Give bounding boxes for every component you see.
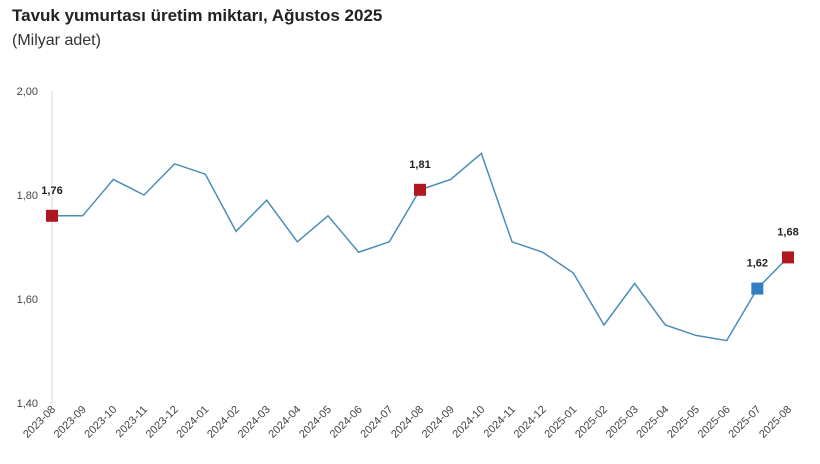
chart-title: Tavuk yumurtası üretim miktarı, Ağustos …	[12, 6, 383, 25]
series-line	[52, 152, 789, 342]
x-tick-label: 2023-11	[114, 404, 150, 440]
x-tick-label: 2025-03	[604, 404, 641, 441]
x-tick-label: 2023-10	[82, 404, 119, 441]
x-tick-label: 2023-12	[144, 404, 181, 441]
x-tick-label: 2025-01	[542, 404, 579, 441]
x-tick-label: 2024-03	[236, 404, 273, 441]
x-tick-label: 2024-11	[482, 404, 518, 440]
y-tick-label: 1,60	[17, 294, 38, 306]
x-tick-label: 2024-09	[420, 404, 457, 441]
x-tick-label: 2025-04	[634, 404, 671, 441]
chart-subtitle: (Milyar adet)	[12, 32, 101, 49]
x-tick-label: 2024-05	[297, 404, 334, 441]
highlight-marker	[414, 183, 426, 196]
y-tick-label: 2,00	[17, 86, 38, 98]
x-tick-label: 2023-09	[52, 404, 89, 441]
x-tick-label: 2024-04	[266, 404, 303, 441]
x-tick-label: 2025-08	[757, 404, 794, 441]
highlight-marker	[782, 251, 794, 264]
y-tick-label: 1,40	[17, 398, 38, 410]
x-tick-label: 2025-06	[696, 404, 733, 441]
x-tick-label: 2024-07	[358, 404, 395, 441]
data-label: 1,68	[777, 226, 798, 238]
y-tick-label: 1,80	[17, 190, 38, 202]
x-tick-label: 2024-06	[328, 404, 365, 441]
highlight-marker	[751, 282, 764, 295]
x-tick-label: 2024-02	[205, 404, 242, 441]
x-tick-label: 2024-12	[512, 404, 549, 441]
x-tick-label: 2024-08	[389, 404, 426, 441]
x-tick-label: 2024-10	[450, 404, 487, 441]
data-label: 1,62	[747, 258, 768, 270]
x-tick-label: 2025-05	[665, 404, 702, 441]
data-label: 1,81	[409, 159, 430, 171]
data-label: 1,76	[41, 185, 62, 197]
highlight-marker	[46, 209, 58, 222]
x-tick-label: 2025-07	[726, 404, 763, 441]
x-tick-label: 2024-01	[174, 404, 211, 441]
x-tick-label: 2025-02	[573, 404, 610, 441]
